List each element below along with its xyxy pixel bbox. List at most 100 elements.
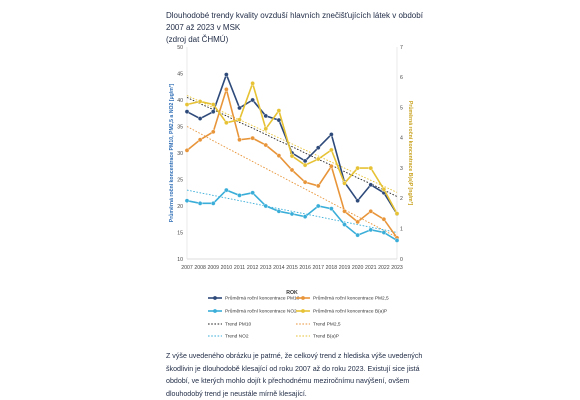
trend-line xyxy=(186,96,398,197)
y-tick-label-right: 2 xyxy=(400,196,403,202)
data-point xyxy=(381,216,387,222)
data-point xyxy=(302,214,308,219)
x-tick-label: 2009 xyxy=(207,265,219,271)
data-point xyxy=(381,187,387,192)
data-point xyxy=(210,102,216,107)
data-point xyxy=(197,201,203,206)
data-point xyxy=(315,203,321,209)
x-tick-label: 2008 xyxy=(194,265,206,271)
data-point xyxy=(197,116,203,121)
legend-label: Průměrná roční koncentrace B(a)P xyxy=(313,308,387,315)
y-axis-title-left: Průměrná roční koncentrace PM10, PM2,5 a… xyxy=(168,83,175,222)
data-point xyxy=(276,108,282,113)
chart-heading-line1: Dlouhodobé trendy kvality ovzduší hlavní… xyxy=(166,11,423,32)
data-point xyxy=(197,137,203,143)
data-point xyxy=(315,145,321,150)
caption-text: Z výše uvedeného obrázku je patrné, že c… xyxy=(166,352,423,398)
x-tick-label: 2007 xyxy=(181,265,193,271)
x-tick-label: 2023 xyxy=(391,265,403,271)
data-point xyxy=(329,163,334,169)
data-point xyxy=(368,208,374,214)
data-point xyxy=(329,147,334,153)
chart-heading: Dlouhodobé trendy kvality ovzduší hlavní… xyxy=(166,10,426,46)
y-tick-label-left: 35 xyxy=(177,124,183,130)
legend-marker xyxy=(301,309,305,313)
data-point xyxy=(355,219,360,225)
y-tick-label-right: 0 xyxy=(400,257,403,263)
data-point xyxy=(329,132,334,137)
data-point xyxy=(315,183,321,189)
data-point xyxy=(355,198,360,203)
data-point xyxy=(355,165,360,171)
series-line xyxy=(186,80,398,214)
legend: Průměrná roční koncentrace PM10 Průměrná … xyxy=(208,295,389,340)
data-point xyxy=(237,193,242,198)
data-point xyxy=(184,102,190,107)
x-tick-label: 2016 xyxy=(299,265,311,271)
data-point xyxy=(250,135,255,141)
legend-marker xyxy=(213,296,217,300)
y-tick-label-right: 6 xyxy=(400,75,403,81)
x-tick-label: 2010 xyxy=(221,265,233,271)
data-point xyxy=(368,182,374,188)
data-point xyxy=(289,211,295,217)
data-point xyxy=(342,208,347,214)
data-point xyxy=(237,105,242,111)
data-point xyxy=(210,201,216,206)
data-point xyxy=(224,120,229,126)
data-point xyxy=(381,230,387,235)
data-point xyxy=(197,99,203,104)
data-point xyxy=(302,179,308,185)
data-point xyxy=(250,97,255,103)
data-point xyxy=(210,129,216,135)
x-tick-label: 2021 xyxy=(365,265,377,271)
data-point xyxy=(329,206,334,211)
x-tick-label: 2011 xyxy=(234,265,245,271)
data-point xyxy=(263,113,269,119)
data-point xyxy=(237,117,242,122)
x-tick-label: 2013 xyxy=(260,265,272,271)
x-tick-label: 2012 xyxy=(247,265,259,271)
data-point xyxy=(289,153,295,159)
data-point xyxy=(368,165,374,171)
legend-marker xyxy=(213,309,217,313)
data-point xyxy=(276,208,282,214)
chart-heading-line2: (zdroj dat ČHMÚ) xyxy=(166,35,229,44)
x-tick-label: 2018 xyxy=(326,265,338,271)
data-point xyxy=(355,232,360,238)
data-point xyxy=(184,148,190,153)
x-tick-label: 2015 xyxy=(286,265,298,271)
data-point xyxy=(263,126,269,132)
data-point xyxy=(263,203,269,209)
legend-label: Trend PM10 xyxy=(225,322,252,328)
data-point xyxy=(250,81,255,86)
y-tick-label-right: 4 xyxy=(400,136,403,142)
y-tick-label-left: 25 xyxy=(177,177,183,183)
y-tick-label-right: 5 xyxy=(400,105,403,111)
x-tick-label: 2019 xyxy=(339,265,351,271)
x-tick-label: 2017 xyxy=(312,265,324,271)
y-tick-label-left: 45 xyxy=(177,71,183,77)
data-point xyxy=(315,156,321,162)
trend-line xyxy=(186,126,398,238)
data-point xyxy=(224,87,229,92)
y-tick-label-left: 30 xyxy=(177,151,183,157)
data-point xyxy=(276,153,282,158)
y-tick-label-left: 50 xyxy=(177,45,183,51)
data-point xyxy=(302,162,308,168)
data-point xyxy=(250,190,255,196)
data-point xyxy=(210,109,216,114)
legend-label: Průměrná roční koncentrace PM2,5 xyxy=(313,295,389,302)
y-axis-title-right: Průměrná roční koncentrace B(a)P [ng/m³] xyxy=(407,101,414,206)
y-tick-label-left: 15 xyxy=(177,230,183,236)
data-point xyxy=(342,222,347,227)
legend-label: Průměrná roční koncentrace PM10 xyxy=(225,295,300,302)
data-point xyxy=(368,227,374,233)
data-point xyxy=(184,109,190,114)
data-point xyxy=(263,142,269,148)
trend-lines xyxy=(186,95,398,238)
y-tick-label-left: 40 xyxy=(177,98,183,104)
data-point xyxy=(237,137,242,143)
